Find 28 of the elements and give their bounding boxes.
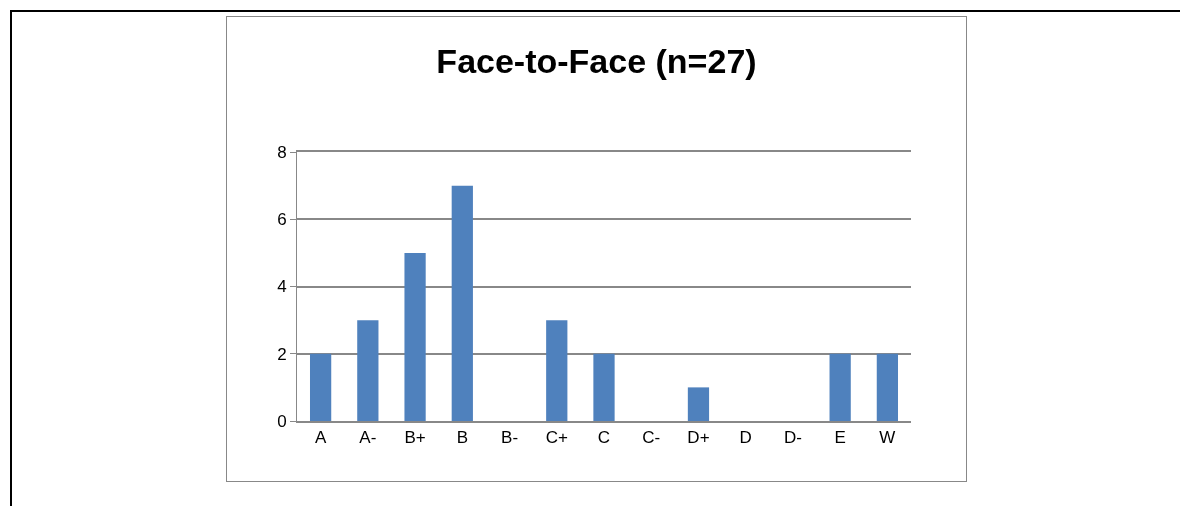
chart-title: Face-to-Face (n=27) [436, 42, 757, 81]
bar [357, 320, 379, 421]
x-tick-label: C- [642, 428, 661, 448]
x-tick-label: D [739, 428, 752, 448]
bar [876, 353, 899, 421]
y-tick-label: 6 [277, 210, 287, 230]
x-tick-label: C [597, 428, 611, 448]
bar [546, 320, 568, 421]
y-tick-label: 8 [277, 142, 287, 162]
x-tick-label: B+ [404, 428, 426, 448]
x-tick-label: E [834, 428, 846, 448]
x-tick-label: W [879, 428, 896, 448]
x-tick-label: D- [783, 428, 802, 448]
x-tick-label: B [456, 428, 468, 448]
bar [451, 185, 473, 421]
bar [593, 353, 615, 421]
x-tick-label: A [314, 428, 327, 448]
x-tick-label: B- [501, 428, 519, 448]
bar [404, 252, 426, 421]
x-tick-label: D+ [687, 428, 710, 448]
bar [829, 353, 851, 421]
y-tick-label: 4 [277, 277, 287, 297]
y-tick-label: 0 [277, 411, 287, 431]
bar [687, 387, 710, 421]
y-tick-label: 2 [277, 344, 287, 364]
x-tick-label: A- [359, 428, 377, 448]
x-tick-label: C+ [545, 428, 568, 448]
bar [309, 353, 332, 421]
